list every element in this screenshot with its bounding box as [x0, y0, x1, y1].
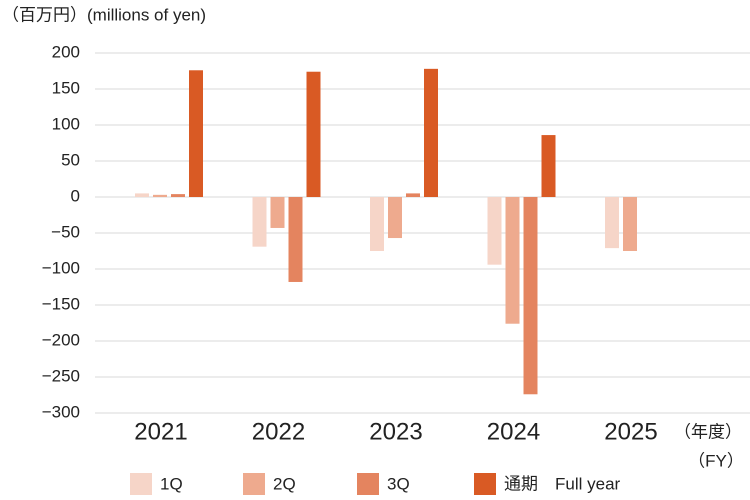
y-tick-label: −100 — [42, 258, 80, 277]
bar — [270, 197, 285, 228]
y-tick-label: 50 — [61, 150, 80, 169]
bar — [306, 71, 321, 197]
x-tick-label: 2023 — [369, 418, 422, 445]
y-tick-label: −300 — [42, 402, 80, 421]
bar — [135, 193, 149, 197]
y-tick-label: −50 — [51, 222, 80, 241]
bar — [541, 135, 556, 197]
y-tick-label: 100 — [52, 114, 80, 133]
legend-label: 通期 Full year — [504, 474, 621, 493]
x-tick-label: 2024 — [487, 418, 540, 445]
x-tick-label: 2022 — [252, 418, 305, 445]
legend-swatch — [130, 473, 152, 495]
bar — [505, 197, 520, 324]
bar — [406, 193, 420, 197]
bar — [252, 197, 267, 247]
legend-label: 3Q — [387, 474, 410, 493]
bar — [370, 197, 384, 251]
bar — [288, 197, 303, 282]
bar — [487, 197, 502, 265]
bar — [623, 197, 637, 251]
legend-swatch — [357, 473, 379, 495]
bar — [424, 68, 438, 197]
y-tick-label: 150 — [52, 78, 80, 97]
bar — [171, 194, 185, 197]
x-tick-label: 2025 — [604, 418, 657, 445]
bar — [153, 194, 167, 197]
bar — [523, 197, 538, 395]
y-tick-label: −200 — [42, 330, 80, 349]
y-tick-label: 0 — [71, 186, 80, 205]
x-tick-label: 2021 — [134, 418, 187, 445]
x-axis-label-2: （FY） — [688, 451, 744, 470]
y-axis-label: （百万円）(millions of yen) — [2, 5, 206, 24]
legend-swatch — [243, 473, 265, 495]
legend-label: 2Q — [273, 474, 296, 493]
bar — [189, 70, 203, 197]
bar — [388, 197, 402, 239]
y-tick-label: −150 — [42, 294, 80, 313]
legend-swatch — [474, 473, 496, 495]
y-tick-label: 200 — [52, 42, 80, 61]
bar — [605, 197, 619, 249]
x-axis-label: （年度） — [674, 422, 742, 441]
legend-label: 1Q — [160, 474, 183, 493]
y-tick-label: −250 — [42, 366, 80, 385]
